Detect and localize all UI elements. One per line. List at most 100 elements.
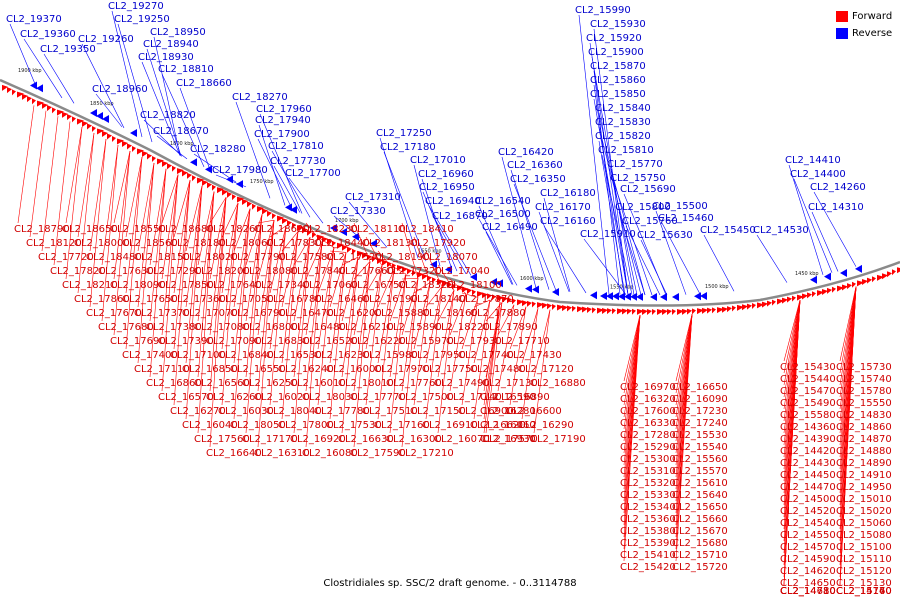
forward-gene-label: CL2_18190 — [374, 252, 430, 263]
forward-gene-arrow — [692, 308, 696, 315]
leader-line — [389, 274, 407, 322]
forward-gene-arrow — [642, 309, 648, 315]
forward-gene-label: CL2_15780 — [836, 386, 892, 397]
reverse-gene-label: CL2_16420 — [498, 147, 554, 158]
forward-gene-label: CL2_17570 — [482, 434, 538, 445]
leader-line — [425, 286, 443, 364]
leader-line — [461, 297, 479, 406]
forward-gene-arrow — [707, 307, 712, 314]
forward-gene-label: CL2_14360 — [780, 422, 836, 433]
forward-gene-label: CL2_17830 — [266, 238, 322, 249]
leader-line — [269, 225, 287, 350]
forward-gene-label: CL2_15380 — [620, 526, 676, 537]
forward-gene-arrow — [247, 201, 252, 208]
leader-line — [111, 10, 143, 138]
forward-gene-arrow — [562, 305, 568, 312]
reverse-gene-label: CL2_18670 — [153, 126, 209, 137]
leader-line — [269, 225, 287, 294]
forward-gene-label: CL2_16840 — [218, 350, 274, 361]
kbp-tick-label: 1450 kbp — [795, 271, 819, 277]
forward-gene-label: CL2_16280 — [480, 406, 536, 417]
forward-gene-label: CL2_18650 — [62, 224, 118, 235]
forward-gene-label: CL2_15610 — [672, 478, 728, 489]
forward-gene-label: CL2_16910 — [422, 420, 478, 431]
leader-line — [640, 239, 668, 296]
leader-line — [221, 202, 239, 294]
leader-line — [543, 225, 587, 294]
forward-gene-label: CL2_16930 — [480, 434, 536, 445]
forward-gene-arrow — [647, 309, 652, 315]
leader-line — [783, 299, 801, 386]
forward-gene-label: CL2_16250 — [242, 378, 298, 389]
forward-gene-label: CL2_16330 — [620, 418, 676, 429]
forward-gene-arrow — [142, 151, 148, 157]
leader-line — [137, 162, 155, 308]
leader-line — [437, 264, 455, 291]
forward-gene-arrow — [807, 292, 812, 299]
reverse-gene-label: CL2_16870 — [432, 211, 488, 222]
forward-gene-arrow — [37, 100, 44, 107]
forward-gene-label: CL2_17480 — [470, 364, 526, 375]
reverse-gene-arrow — [624, 292, 631, 301]
forward-gene-label: CL2_16070 — [434, 434, 490, 445]
forward-gene-label: CL2_18440 — [314, 238, 370, 249]
forward-gene-arrow — [282, 217, 288, 224]
forward-gene-label: CL2_15120 — [836, 566, 892, 577]
forward-gene-label: CL2_17510 — [362, 406, 418, 417]
leader-line — [623, 314, 641, 406]
reverse-gene-arrow — [694, 292, 701, 301]
leader-line — [173, 180, 191, 406]
forward-gene-arrow — [887, 271, 892, 278]
leader-line — [161, 174, 179, 224]
forward-gene-label: CL2_16320 — [620, 394, 676, 405]
leader-line — [483, 301, 501, 434]
forward-gene-label: CL2_17710 — [494, 336, 550, 347]
forward-gene-label: CL2_17670 — [86, 308, 142, 319]
forward-gene-label: CL2_18080 — [242, 266, 298, 277]
leader-line — [485, 231, 513, 285]
leader-line — [401, 278, 419, 392]
legend-swatch — [836, 28, 848, 39]
forward-gene-arrow — [507, 297, 512, 304]
reverse-gene-label: CL2_15930 — [590, 19, 646, 30]
leader-line — [365, 265, 383, 406]
forward-gene-label: CL2_15100 — [836, 542, 892, 553]
forward-gene-label: CL2_17720 — [38, 252, 94, 263]
forward-gene-label: CL2_16640 — [206, 448, 262, 459]
forward-gene-label: CL2_16630 — [338, 434, 394, 445]
reverse-gene-arrow — [618, 292, 625, 301]
reverse-gene-label: CL2_14530 — [753, 225, 809, 236]
leader-line — [497, 304, 515, 336]
forward-gene-arrow — [212, 184, 216, 191]
forward-gene-label: CL2_16290 — [518, 420, 574, 431]
forward-gene-arrow — [457, 285, 464, 292]
forward-gene-label: CL2_17370 — [134, 308, 190, 319]
forward-gene-arrow — [32, 98, 36, 105]
forward-gene-arrow — [292, 222, 296, 229]
reverse-gene-arrow — [470, 273, 477, 281]
leader-line — [377, 269, 395, 420]
forward-gene-label: CL2_15530 — [672, 430, 728, 441]
forward-gene-arrow — [217, 187, 224, 194]
forward-gene-label: CL2_16310 — [254, 448, 310, 459]
forward-gene-arrow — [42, 102, 48, 109]
reverse-gene-label: CL2_17330 — [330, 206, 386, 217]
leader-line — [259, 113, 303, 214]
leader-line — [245, 214, 263, 378]
forward-gene-arrow — [227, 191, 232, 198]
forward-gene-label: CL2_17400 — [122, 350, 178, 361]
forward-gene-label: CL2_17360 — [170, 294, 226, 305]
leader-line — [389, 264, 407, 275]
forward-gene-label: CL2_14500 — [780, 494, 836, 505]
reverse-gene-label: CL2_19250 — [114, 14, 170, 25]
forward-gene-label: CL2_14420 — [780, 446, 836, 457]
leader-line — [675, 314, 693, 394]
reverse-gene-label: CL2_17310 — [345, 192, 401, 203]
leader-line — [193, 153, 237, 183]
reverse-gene-label: CL2_17960 — [256, 104, 312, 115]
forward-gene-arrow — [307, 229, 312, 236]
forward-gene-label: CL2_18320 — [398, 280, 454, 291]
forward-gene-label: CL2_16010 — [290, 378, 346, 389]
forward-gene-label: CL2_16790 — [230, 308, 286, 319]
forward-gene-arrow — [722, 306, 728, 313]
